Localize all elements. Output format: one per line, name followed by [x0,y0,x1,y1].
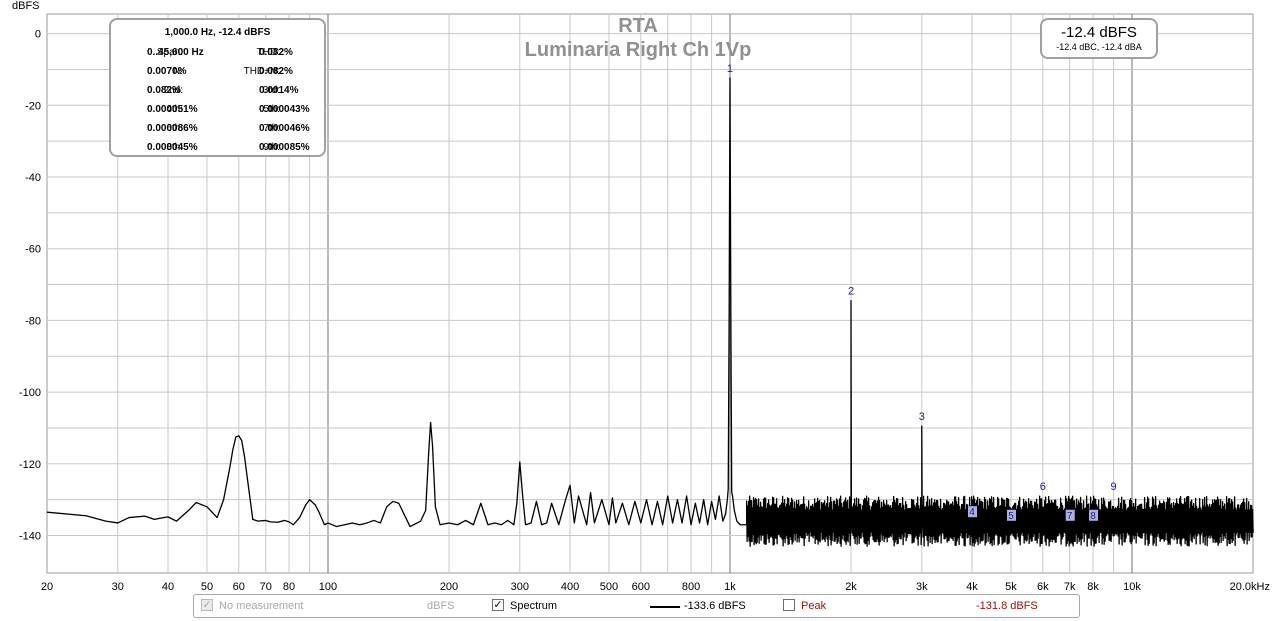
y-tick-label: 0 [35,29,41,41]
harmonic-marker-box [1065,509,1075,521]
x-tick-label: 1k [724,581,736,593]
info-label: Span: [156,47,183,58]
info-value: 0.0070% [147,66,187,77]
info-label: 6th: [166,123,183,134]
info-value: 0.082% [147,85,181,96]
spectrum-series-line [46,77,1254,547]
x-tick-label: 600 [632,581,650,593]
x-tick-label: 30 [112,581,124,593]
info-label: 8th: [166,142,183,153]
info-label: N: [173,66,183,77]
harmonic-marker-label: 9 [1111,481,1117,493]
harmonic-marker-label: 3 [919,411,925,423]
x-tick-label: 20.0kHz [1230,581,1270,593]
peak-checkbox[interactable] [783,599,795,611]
info-value: 0.000046% [259,123,310,134]
info-row: 4th: 0.000051% 5th: 0.000043% [111,104,324,116]
y-tick-label: -60 [25,244,41,256]
info-value: 0.000045% [147,142,198,153]
info-label: 2nd: [163,85,183,96]
info-label: 7th: [263,123,280,134]
legend-bar: ✓ No measurement dBFS ✓ Spectrum -133.6 … [193,594,1080,618]
x-tick-label: 3k [916,581,928,593]
peak-value: -131.8 dBFS [976,600,1038,612]
harmonic-marker-label: 6 [1040,481,1046,493]
y-axis-title: dBFS [12,0,40,12]
no-measurement-checkbox: ✓ [201,599,213,611]
x-tick-label: 4k [966,581,978,593]
info-label: 4th: [166,104,183,115]
no-measurement-unit: dBFS [427,600,455,612]
x-tick-label: 800 [682,581,700,593]
x-tick-label: 400 [561,581,579,593]
harmonic-marker-label: 2 [848,286,854,298]
info-box-title: 1,000.0 Hz, -12.4 dBFS [164,27,271,38]
spectrum-checkbox[interactable]: ✓ [492,599,504,611]
x-tick-label: 500 [600,581,618,593]
x-tick-label: 50 [201,581,213,593]
x-tick-label: 200 [440,581,458,593]
x-tick-label: 8k [1087,581,1099,593]
level-main-value: -12.4 dBFS [1061,24,1137,41]
info-value: 0.082% [259,47,293,58]
info-row: N: 0.0070% THD+N: 0.082% [111,66,324,78]
no-measurement-label: No measurement [219,600,304,612]
y-tick-label: -140 [19,531,41,543]
info-value: 0.082% [259,66,293,77]
info-label: 5th: [263,104,280,115]
info-label: 9th: [263,142,280,153]
x-tick-label: 70 [260,581,272,593]
spectrum-value: -133.6 dBFS [684,600,746,612]
x-tick-label: 60 [233,581,245,593]
harmonic-marker-label: 5 [1008,511,1014,522]
x-tick-label: 6k [1037,581,1049,593]
spectrum-label: Spectrum [510,600,558,612]
x-tick-label: 5k [1005,581,1017,593]
y-tick-label: -100 [19,387,41,399]
info-label: THD+N: [243,66,280,77]
harmonic-marker-box [968,506,978,518]
info-value: 0..45,600 Hz [147,47,204,58]
x-tick-label: 7k [1064,581,1076,593]
x-tick-label: 20 [41,581,53,593]
y-tick-label: -20 [25,100,41,112]
chart-subtitle: Luminaria Right Ch 1Vp [525,39,752,61]
harmonic-marker-label: 1 [727,63,733,75]
info-value: 0.000043% [259,104,310,115]
info-row: Span: 0..45,600 Hz THD: 0.082% [111,47,324,59]
y-tick-label: -80 [25,315,41,327]
info-value: 0.000085% [259,142,310,153]
harmonic-marker-box [1089,509,1099,521]
info-row: 8th: 0.000045% 9th: 0.000085% [111,142,324,154]
chart-title: RTA [618,15,658,37]
info-label: 3rd: [262,85,280,96]
harmonic-marker-label: 4 [969,507,975,518]
x-tick-label: 100 [319,581,337,593]
measurement-info-box: 1,000.0 Hz, -12.4 dBFS Span: 0..45,600 Hz… [109,18,326,157]
info-label: THD: [256,47,280,58]
x-tick-label: 40 [162,581,174,593]
harmonic-marker-box [1006,509,1016,521]
y-tick-label: -120 [19,459,41,471]
y-tick-label: -40 [25,172,41,184]
x-tick-label: 2k [845,581,857,593]
spectrum-line-swatch [650,606,680,608]
harmonic-marker-label: 7 [1067,511,1073,522]
level-readout-box: -12.4 dBFS -12.4 dBC, -12.4 dBA [1040,18,1158,59]
x-tick-label: 80 [283,581,295,593]
info-row: 2nd: 0.082% 3rd: 0.0014% [111,85,324,97]
x-tick-label: 300 [511,581,529,593]
harmonic-marker-label: 8 [1090,511,1096,522]
level-weighted-values: -12.4 dBC, -12.4 dBA [1056,42,1142,52]
peak-label: Peak [801,600,827,612]
info-value: 0.0014% [259,85,299,96]
x-tick-label: 10k [1123,581,1141,593]
info-row: 6th: 0.000086% 7th: 0.000046% [111,123,324,135]
info-value: 0.000051% [147,104,198,115]
info-value: 0.000086% [147,123,198,134]
